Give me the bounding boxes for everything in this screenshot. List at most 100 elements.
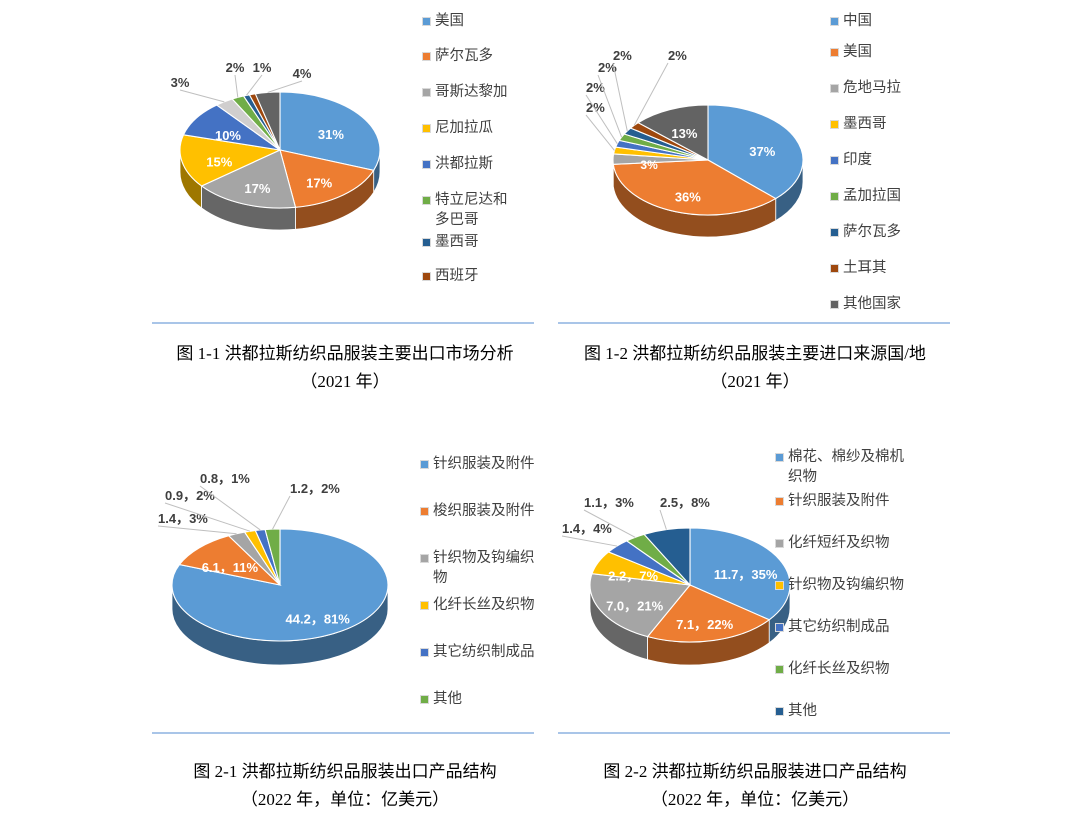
figure-caption-1-2: 图 1-2 洪都拉斯纺织品服装主要进口来源国/地 （2021 年）	[550, 340, 960, 396]
legend-item[interactable]: 梭织服装及附件	[420, 502, 540, 549]
legend-item[interactable]: 针织服装及附件	[775, 492, 925, 534]
svg-text:1.1，3%: 1.1，3%	[584, 495, 634, 510]
legend-item[interactable]: 针织物及钩编织 物	[420, 549, 540, 596]
legend-item[interactable]: 墨西哥	[830, 115, 960, 151]
legend-item[interactable]: 其他	[775, 702, 925, 742]
caption-line-2: （2021 年）	[300, 372, 390, 392]
legend-item[interactable]: 萨尔瓦多	[830, 223, 960, 259]
legend-swatch-icon	[420, 507, 429, 516]
svg-text:37%: 37%	[749, 144, 775, 159]
legend-item-label: 土耳其	[843, 260, 887, 276]
legend-item[interactable]: 印度	[830, 151, 960, 187]
caption-line-2: （2022 年，单位：亿美元）	[650, 790, 860, 810]
legend-item-label: 其他国家	[843, 296, 901, 312]
legend-item[interactable]: 化纤长丝及织物	[775, 660, 925, 702]
figure-2-2: 11.7，35% 7.1，22% 7.0，21% 2.2，7% 1.4，4% 1.1，3%…	[540, 420, 1080, 840]
caption-divider	[558, 322, 950, 324]
legend-item[interactable]: 洪都拉斯	[422, 155, 540, 191]
svg-text:11.7，35%: 11.7，35%	[714, 567, 778, 582]
legend-item-label: 其它纺织制成品	[788, 619, 890, 635]
legend-item-label: 其他	[788, 703, 817, 719]
legend-swatch-icon	[830, 17, 839, 26]
legend-item-label: 洪都拉斯	[435, 156, 493, 172]
legend-item-label: 针织服装及附件	[788, 493, 890, 509]
legend-item[interactable]: 萨尔瓦多	[422, 47, 540, 83]
pie-chart-2-2: 11.7，35% 7.1，22% 7.0，21% 2.2，7% 1.4，4% 1.1，3%…	[560, 475, 810, 666]
legend-item-label: 化纤长丝及织物	[433, 597, 535, 613]
legend-2-2: 棉花、棉纱及棉机 织物 针织服装及附件 化纤短纤及织物 针织物及钩编织物 其它纺…	[775, 448, 925, 742]
legend-item[interactable]: 墨西哥	[422, 233, 540, 267]
legend-item-label: 墨西哥	[435, 234, 479, 250]
legend-item[interactable]: 孟加拉国	[830, 187, 960, 223]
pie-svg-1-1: 31% 17% 17% 15% 10% 3% 2% 1% 4%	[171, 60, 381, 231]
legend-item[interactable]: 化纤短纤及织物	[775, 534, 925, 576]
legend-swatch-icon	[420, 695, 429, 704]
legend-swatch-icon	[420, 460, 429, 469]
legend-item[interactable]: 特立尼达和 多巴哥	[422, 191, 540, 228]
svg-text:4%: 4%	[293, 66, 312, 81]
legend-item[interactable]: 土耳其	[830, 259, 960, 295]
legend-swatch-icon	[775, 581, 784, 590]
svg-text:0.9，2%: 0.9，2%	[165, 488, 215, 503]
legend-item[interactable]: 针织服装及附件	[420, 455, 540, 502]
legend-item[interactable]: 针织物及钩编织物	[775, 576, 925, 618]
legend-item[interactable]: 其他	[420, 690, 540, 730]
caption-line-1: 图 1-2 洪都拉斯纺织品服装主要进口来源国/地	[584, 344, 926, 363]
legend-item-label: 针织物及钩编织物	[788, 577, 904, 593]
legend-item[interactable]: 西班牙	[422, 267, 540, 297]
svg-text:2.5，8%: 2.5，8%	[660, 495, 710, 510]
legend-swatch-icon	[830, 84, 839, 93]
svg-text:2%: 2%	[586, 100, 605, 115]
svg-text:2%: 2%	[226, 60, 245, 75]
legend-item-label: 印度	[843, 152, 872, 168]
legend-swatch-icon	[775, 707, 784, 716]
legend-item[interactable]: 危地马拉	[830, 79, 960, 115]
legend-item[interactable]: 尼加拉瓜	[422, 119, 540, 155]
caption-divider	[152, 322, 534, 324]
svg-text:2%: 2%	[668, 48, 687, 63]
legend-item[interactable]: 美国	[830, 43, 960, 79]
legend-1-1: 美国 萨尔瓦多 哥斯达黎加 尼加拉瓜 洪都拉斯 特立尼达和 多巴哥	[422, 12, 540, 297]
legend-item[interactable]: 其它纺织制成品	[420, 643, 540, 690]
caption-line-1: 图 1-1 洪都拉斯纺织品服装主要出口市场分析	[176, 344, 514, 363]
svg-text:1.4，4%: 1.4，4%	[562, 521, 612, 536]
legend-swatch-icon	[830, 228, 839, 237]
legend-swatch-icon	[420, 601, 429, 610]
svg-text:1.2，2%: 1.2，2%	[290, 481, 340, 496]
figure-caption-1-1: 图 1-1 洪都拉斯纺织品服装主要出口市场分析 （2021 年）	[150, 340, 540, 396]
legend-swatch-icon	[775, 539, 784, 548]
legend-item[interactable]: 美国	[422, 12, 540, 47]
legend-item-label: 化纤长丝及织物	[788, 661, 890, 677]
legend-item-label: 针织服装及附件	[433, 456, 535, 472]
legend-item-label: 美国	[435, 13, 464, 29]
legend-item[interactable]: 其它纺织制成品	[775, 618, 925, 660]
caption-line-1: 图 2-2 洪都拉斯纺织品服装进口产品结构	[603, 762, 907, 781]
legend-item[interactable]: 其他国家	[830, 295, 960, 326]
svg-text:3%: 3%	[640, 158, 658, 172]
svg-text:2.2，7%: 2.2，7%	[608, 569, 658, 584]
legend-item-label: 特立尼达和 多巴哥	[435, 192, 508, 228]
legend-item-label: 哥斯达黎加	[435, 84, 508, 100]
legend-item-label: 萨尔瓦多	[843, 224, 901, 240]
legend-item-label: 西班牙	[435, 268, 479, 284]
legend-item[interactable]: 化纤长丝及织物	[420, 596, 540, 643]
figure-caption-2-1: 图 2-1 洪都拉斯纺织品服装出口产品结构 （2022 年，单位：亿美元）	[150, 758, 540, 814]
legend-swatch-icon	[775, 453, 784, 462]
legend-item-label: 棉花、棉纱及棉机 织物	[788, 449, 904, 485]
caption-line-2: （2021 年）	[710, 372, 800, 392]
legend-item-label: 尼加拉瓜	[435, 120, 493, 136]
caption-divider	[152, 732, 534, 734]
legend-item-label: 针织物及钩编织 物	[433, 550, 535, 586]
legend-item-label: 墨西哥	[843, 116, 887, 132]
legend-swatch-icon	[830, 48, 839, 57]
legend-item-label: 其它纺织制成品	[433, 644, 535, 660]
legend-swatch-icon	[830, 120, 839, 129]
figure-2-1: 44.2，81% 6.1，11% 1.4，3% 0.9，2% 0.8，1% 1.2，2% …	[0, 420, 540, 840]
legend-item[interactable]: 中国	[830, 12, 960, 43]
legend-item[interactable]: 哥斯达黎加	[422, 83, 540, 119]
legend-swatch-icon	[422, 160, 431, 169]
svg-text:10%: 10%	[215, 128, 241, 143]
legend-item[interactable]: 棉花、棉纱及棉机 织物	[775, 448, 925, 492]
svg-text:31%: 31%	[318, 127, 344, 142]
